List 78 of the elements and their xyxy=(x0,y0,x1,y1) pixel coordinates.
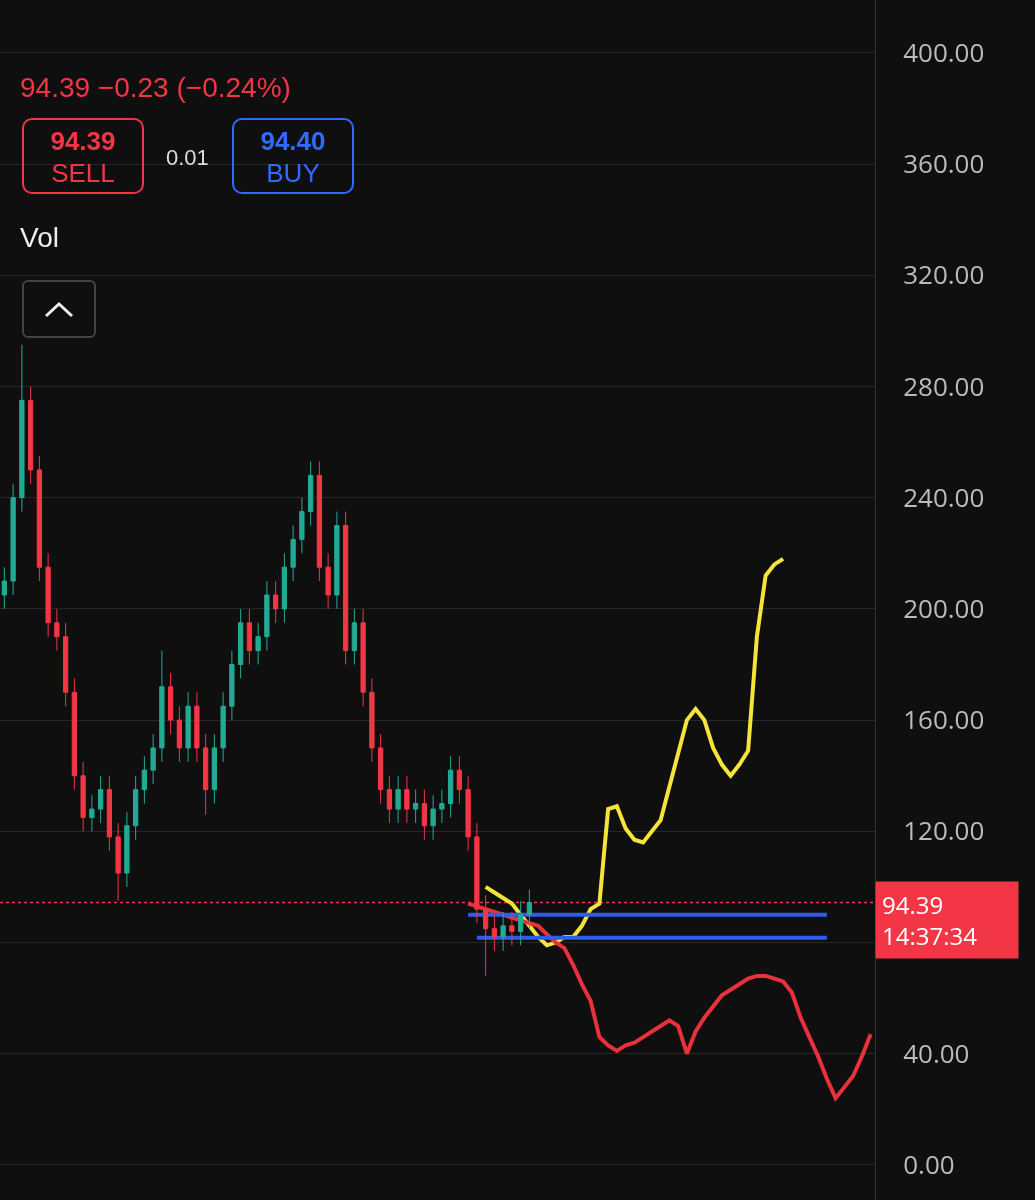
candlestick xyxy=(369,677,375,763)
candlestick xyxy=(334,511,340,610)
candlestick xyxy=(1,566,8,610)
candlestick xyxy=(237,608,244,679)
candlestick xyxy=(106,775,113,852)
annotation: 94.40 xyxy=(260,126,326,156)
candlestick xyxy=(54,608,60,652)
candlestick xyxy=(62,622,69,707)
candlestick xyxy=(115,822,121,902)
candlestick xyxy=(89,794,95,832)
candlestick xyxy=(124,811,130,888)
candlestick xyxy=(430,794,436,841)
annotation: 94.39 xyxy=(50,126,116,156)
candlestick xyxy=(211,733,218,805)
candlestick xyxy=(159,650,165,763)
candlestick xyxy=(167,672,174,735)
annotation: 94.39 −0.23 (−0.24%) xyxy=(20,72,291,104)
candlestick xyxy=(264,580,270,652)
candlestick xyxy=(290,524,296,582)
candlestick xyxy=(377,733,384,805)
candlestick xyxy=(281,552,288,624)
candlestick xyxy=(255,622,261,665)
candlestick xyxy=(229,650,235,721)
annotation: 0.01 xyxy=(166,145,209,171)
candlestick xyxy=(456,755,463,805)
candlestick xyxy=(202,733,209,816)
y-tick-label: 240.00 xyxy=(903,478,985,515)
candlestick xyxy=(465,775,471,852)
y-tick-label: 360.00 xyxy=(903,145,985,182)
candlestick xyxy=(316,461,323,582)
annotation: Vol xyxy=(20,222,59,254)
candlestick xyxy=(351,608,358,665)
candlestick xyxy=(220,691,226,763)
candlestick xyxy=(150,733,156,785)
candlestick xyxy=(517,900,524,946)
annotation: BUY xyxy=(266,158,320,188)
candlestick xyxy=(386,775,393,824)
candlestick xyxy=(176,705,183,763)
candlestick xyxy=(97,775,104,824)
candlestick xyxy=(185,691,191,763)
candlestick xyxy=(194,691,200,763)
candlestick xyxy=(404,775,410,824)
y-tick-label: 120.00 xyxy=(903,812,985,849)
candlestick xyxy=(45,552,51,638)
ref-line-label: 94.39 14:37:34 xyxy=(882,888,978,953)
y-tick-label: 200.00 xyxy=(903,590,985,626)
y-tick-label: 0.00 xyxy=(903,1146,955,1183)
candlestick xyxy=(509,911,515,946)
y-tick-label: 40.00 xyxy=(903,1034,970,1071)
candlestick xyxy=(360,608,366,707)
candlestick xyxy=(421,789,428,841)
candlestick xyxy=(80,761,86,832)
y-tick-label: 160.00 xyxy=(903,701,985,738)
candlestick xyxy=(342,511,349,665)
candlestick xyxy=(491,914,498,952)
candlestick xyxy=(36,455,43,582)
candlestick xyxy=(19,344,25,513)
candlestick xyxy=(395,775,401,824)
candlestick xyxy=(325,552,331,610)
candlestick xyxy=(412,789,419,824)
candlestick xyxy=(141,755,148,805)
candlestick xyxy=(439,789,445,824)
candlestick xyxy=(299,497,305,554)
annotation: SELL xyxy=(51,158,115,188)
candlestick xyxy=(71,677,78,791)
candlestick xyxy=(500,911,506,952)
line-series xyxy=(483,556,786,948)
y-tick-label: 280.00 xyxy=(903,367,985,404)
candlestick xyxy=(27,385,34,485)
candlestick xyxy=(307,461,314,526)
candlestick xyxy=(10,483,16,596)
candlestick xyxy=(246,608,253,665)
candlestick xyxy=(447,755,454,818)
candlestick xyxy=(526,889,533,930)
y-tick-label: 400.00 xyxy=(903,33,985,70)
y-tick-label: 320.00 xyxy=(903,256,985,293)
candlestick xyxy=(272,580,279,624)
candlestick xyxy=(132,775,139,841)
